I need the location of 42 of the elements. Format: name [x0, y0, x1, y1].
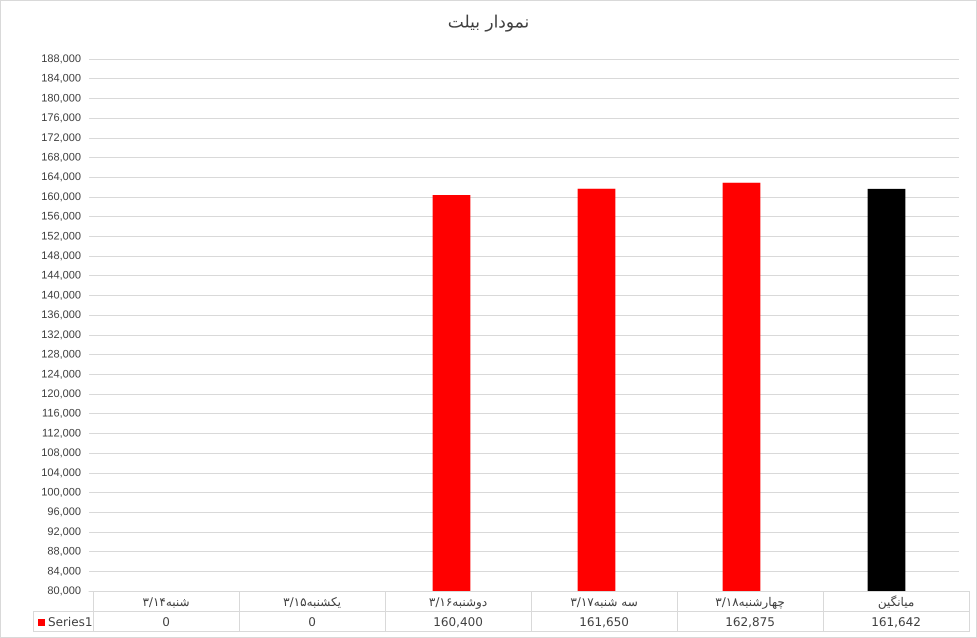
text: 0: [308, 614, 316, 628]
y-tick-label: 188,000: [41, 53, 81, 65]
y-tick-label: 116,000: [42, 408, 81, 420]
y-tick-label: 136,000: [41, 309, 81, 322]
y-tick-label: 124,000: [41, 368, 81, 380]
y-tick-label: 96,000: [47, 506, 81, 518]
y-tick-label: 132,000: [41, 328, 81, 341]
data-label: 161,650: [531, 612, 678, 632]
y-tick-label: 168,000: [41, 152, 81, 164]
data-label: 162,875: [677, 612, 824, 632]
text: 0: [162, 614, 170, 628]
y-tick-label: 164,000: [41, 171, 81, 184]
y-tick-label: 152,000: [41, 230, 81, 242]
x-tick-label: شنبه۳/۱۴: [93, 592, 240, 612]
y-tick-label: 88,000: [47, 546, 81, 558]
y-tick-label: 176,000: [41, 112, 81, 124]
y-tick-label: 140,000: [41, 289, 81, 302]
y-tick-label: 80,000: [47, 585, 81, 597]
y-tick-label: 120,000: [41, 388, 81, 400]
data-label: 160,400: [385, 612, 532, 632]
x-tick-label: یکشنبه۳/۱۵: [239, 592, 386, 612]
data-label: 161,642: [823, 612, 970, 632]
y-tick-label: 184,000: [41, 72, 81, 85]
y-tick-label: 144,000: [41, 270, 81, 282]
y-tick-label: 156,000: [41, 210, 81, 223]
y-tick-label: 112,000: [42, 427, 81, 440]
y-tick-label: 180,000: [41, 92, 81, 104]
y-tick-label: 100,000: [41, 486, 81, 498]
y-tick-label: 104,000: [41, 466, 81, 479]
y-tick-label: 92,000: [47, 526, 81, 538]
y-tick-label: 84,000: [47, 565, 81, 578]
legend-label: Series1: [34, 612, 94, 632]
y-tick-label: 148,000: [41, 250, 81, 262]
chart-title: نمودار بیلت: [448, 12, 530, 32]
y-tick-label: 108,000: [41, 447, 81, 460]
x-tick-label: چهارشنبه۳/۱۸: [677, 592, 824, 612]
y-tick-label: 160,000: [41, 190, 81, 203]
y-tick-label: 172,000: [41, 132, 81, 144]
x-tick-label: دوشنبه۳/۱۶: [385, 592, 532, 612]
x-tick-label: سه شنبه۳/۱۷: [531, 592, 678, 612]
y-tick-label: 128,000: [41, 348, 81, 361]
x-tick-label: میانگین: [823, 592, 970, 612]
